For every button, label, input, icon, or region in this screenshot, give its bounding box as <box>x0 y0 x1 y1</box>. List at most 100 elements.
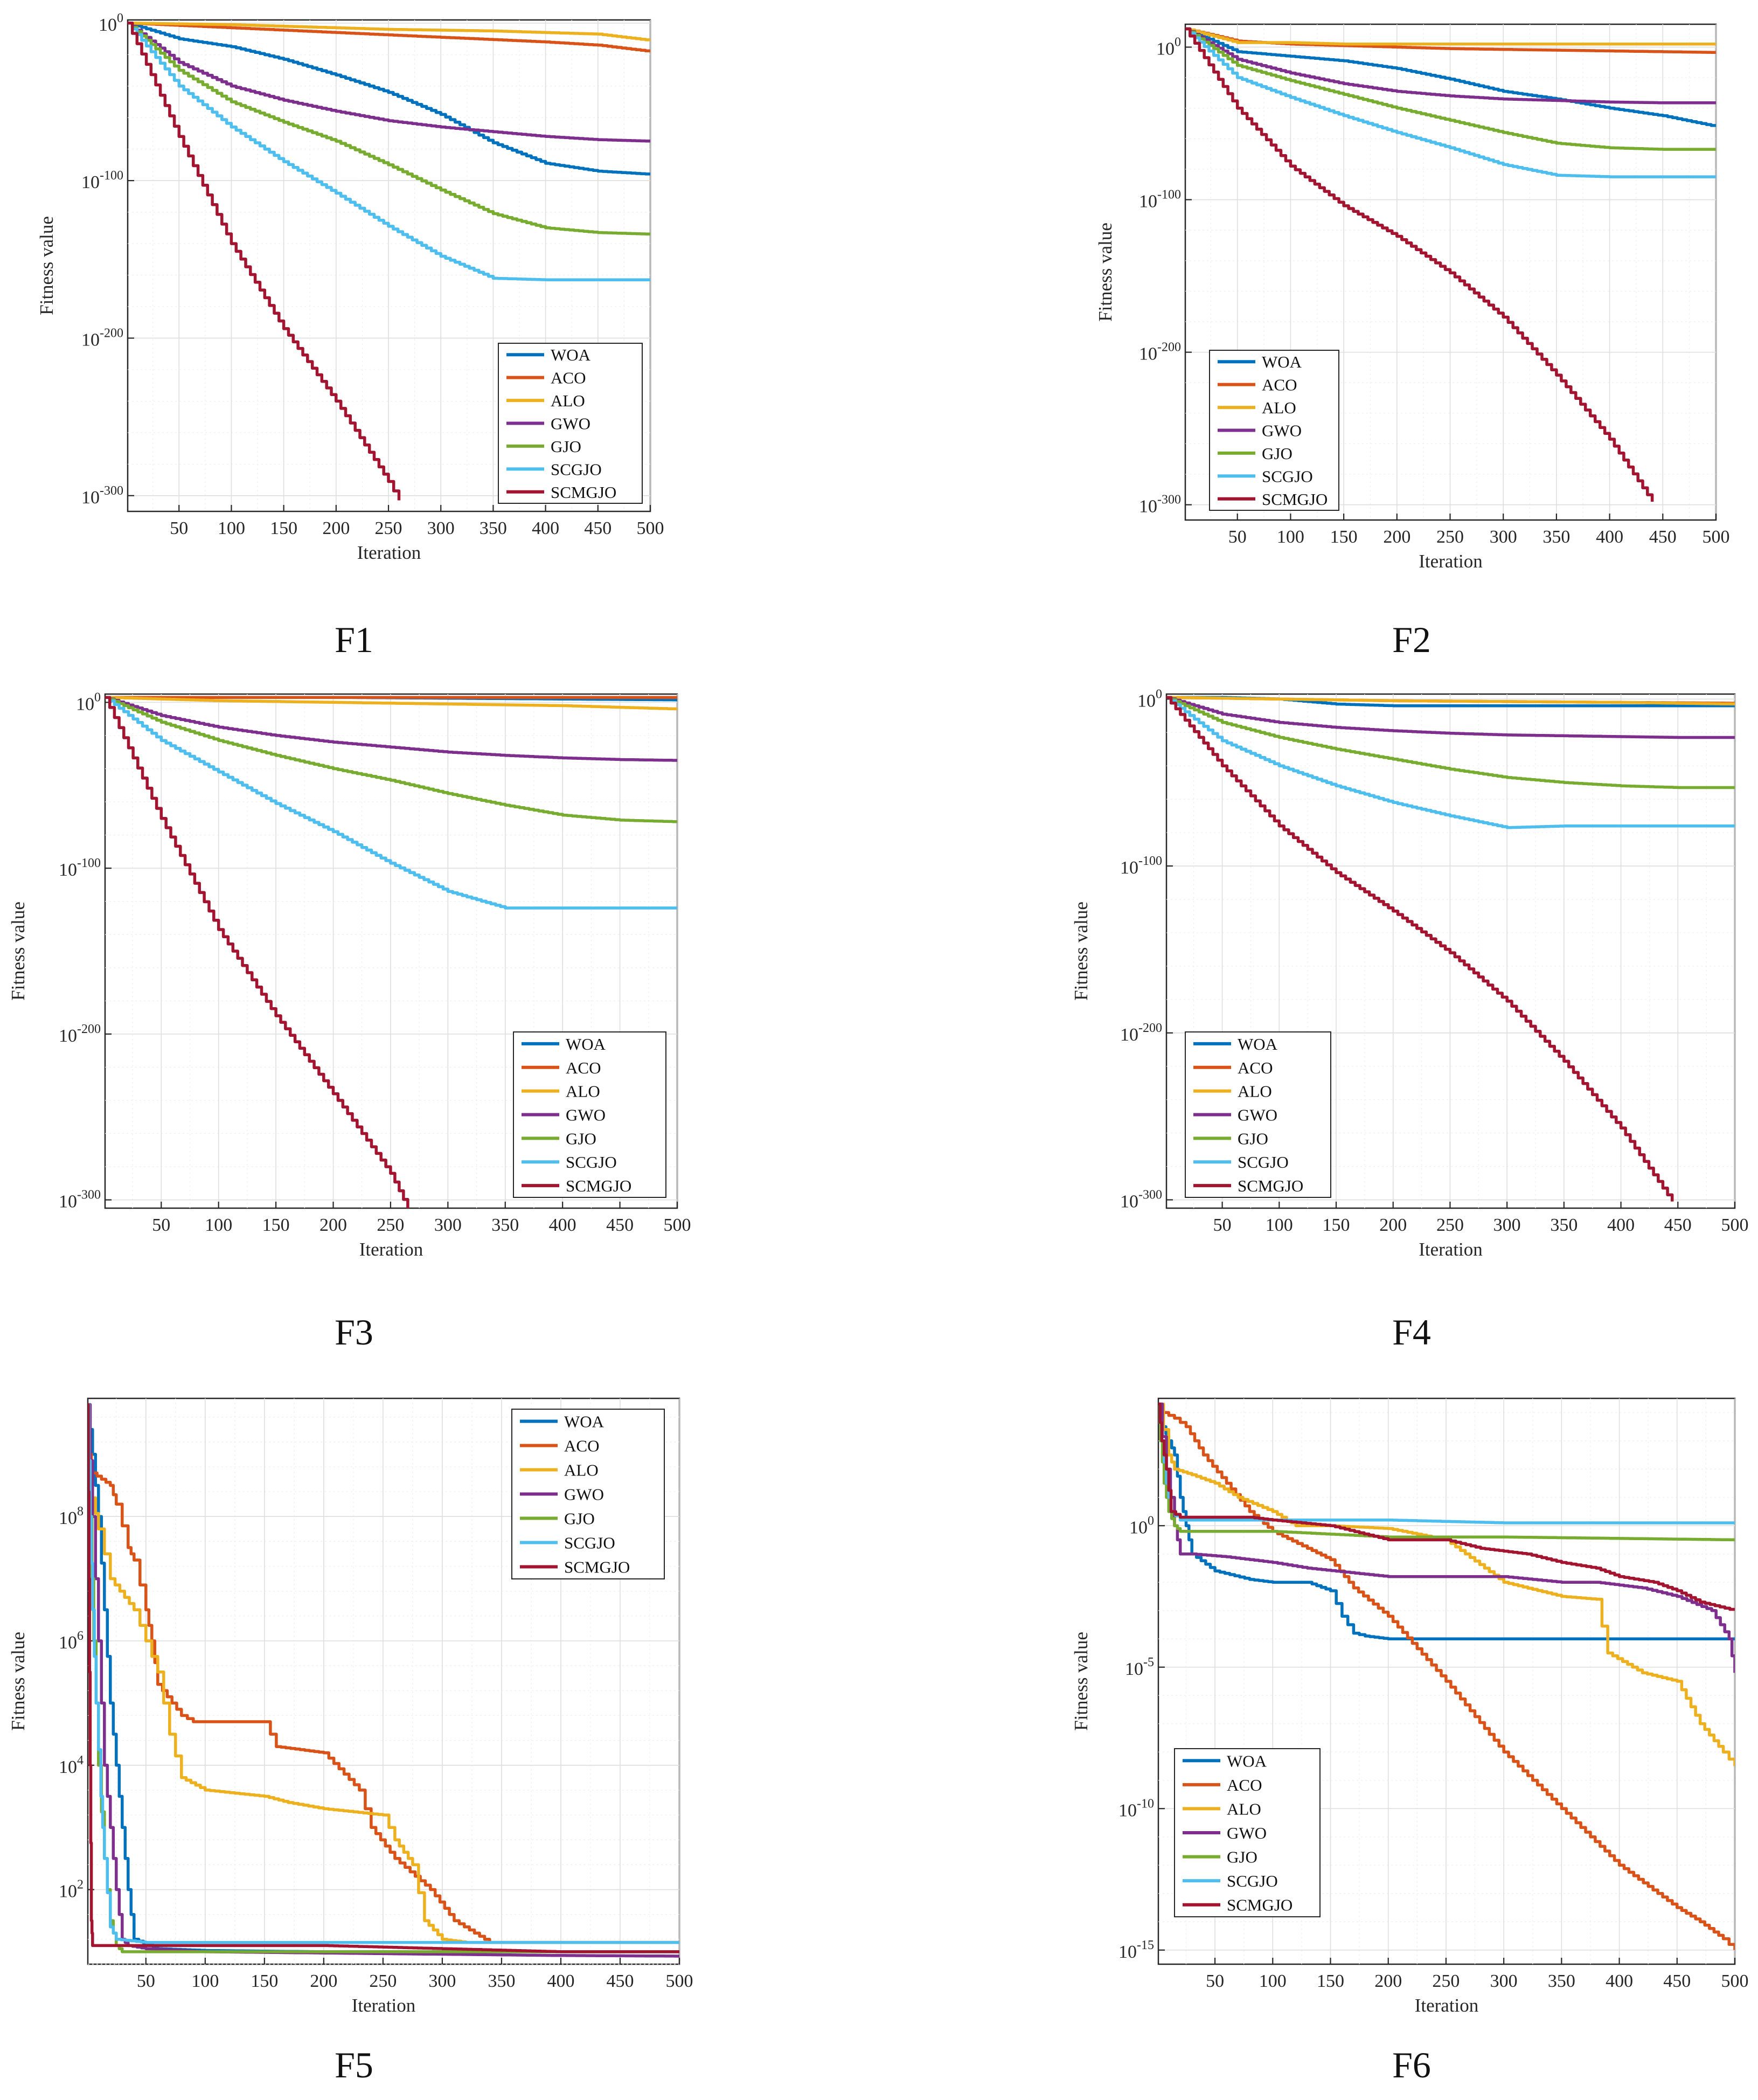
series-lines <box>1158 1402 1735 1950</box>
x-tick-label: 100 <box>1277 527 1304 547</box>
y-tick-label: 10-200 <box>59 1022 101 1046</box>
x-tick-label: 450 <box>1664 1215 1692 1235</box>
panel-caption: F6 <box>1392 2044 1431 2085</box>
legend-entry-gwo: GWO <box>1238 1106 1277 1125</box>
x-axis-label: Iteration <box>352 1995 416 2016</box>
y-tick-label: 10-15 <box>1118 1938 1154 1962</box>
y-tick-label: 104 <box>59 1754 84 1777</box>
x-tick-label: 200 <box>1379 1215 1407 1235</box>
series-line-gjo <box>1158 1402 1735 1542</box>
panel-caption: F2 <box>1392 619 1431 660</box>
y-tick-label: 10-100 <box>81 169 123 192</box>
y-tick-label: 10-200 <box>1120 1021 1162 1045</box>
panel-caption: F1 <box>335 619 373 660</box>
series-line-gjo <box>1166 696 1735 789</box>
y-axis-label: Fitness value <box>1095 223 1116 322</box>
series-line-scmgjo <box>1185 27 1654 502</box>
chart-panel-f2: 50 100 150 200 250 300 350 400 450 500 100 10-100 10… <box>1095 23 1730 660</box>
legend-entry-alo: ALO <box>566 1082 600 1101</box>
x-tick-label: 150 <box>1330 527 1358 547</box>
series-lines <box>88 1403 679 1958</box>
legend: WOA ACO ALO GWO GJO SCGJO SCMGJO <box>1174 1748 1321 1917</box>
series-line-alo <box>128 22 650 41</box>
y-tick-label: 102 <box>59 1878 84 1902</box>
series-line-woa <box>1185 27 1716 127</box>
legend-entry-alo: ALO <box>551 391 585 410</box>
x-tick-label: 150 <box>1323 1215 1350 1235</box>
x-tick-label: 100 <box>205 1215 232 1235</box>
x-tick-label: 400 <box>1596 527 1623 547</box>
legend-entry-woa: WOA <box>564 1412 604 1431</box>
x-tick-label: 500 <box>637 518 664 538</box>
x-tick-label: 100 <box>1259 1971 1287 1991</box>
x-tick-label: 350 <box>480 518 507 538</box>
series-lines <box>1185 27 1716 502</box>
legend: WOA ACO ALO GWO GJO SCGJO SCMGJO <box>511 1409 665 1579</box>
legend-entry-gwo: GWO <box>564 1485 604 1504</box>
legend-entry-scgjo: SCGJO <box>1238 1153 1289 1172</box>
x-tick-label: 50 <box>152 1215 170 1235</box>
series-lines <box>128 22 650 501</box>
x-tick-label: 50 <box>1228 527 1247 547</box>
legend-entry-alo: ALO <box>1227 1799 1261 1818</box>
series-line-gwo <box>88 1403 679 1958</box>
series-line-woa <box>128 22 650 176</box>
y-tick-label: 100 <box>1137 687 1162 711</box>
x-tick-label: 500 <box>1721 1971 1749 1991</box>
legend-entry-aco: ACO <box>1262 376 1297 394</box>
legend-entry-gjo: GJO <box>551 437 581 456</box>
x-tick-label: 400 <box>1606 1971 1633 1991</box>
series-line-aco <box>1158 1402 1735 1950</box>
legend-entry-gjo: GJO <box>566 1129 596 1148</box>
x-tick-label: 250 <box>375 518 402 538</box>
legend-entry-aco: ACO <box>1238 1058 1273 1077</box>
series-lines <box>105 696 677 1208</box>
x-tick-label: 250 <box>1432 1971 1460 1991</box>
x-tick-label: 500 <box>666 1971 693 1991</box>
x-tick-label: 350 <box>488 1971 515 1991</box>
y-tick-label: 10-10 <box>1118 1797 1154 1820</box>
x-tick-label: 500 <box>1703 527 1730 547</box>
x-tick-label: 100 <box>218 518 245 538</box>
series-line-gjo <box>128 22 650 236</box>
y-axis-label: Fitness value <box>36 216 57 315</box>
legend-entry-scmgjo: SCMGJO <box>564 1558 630 1577</box>
x-tick-label: 450 <box>584 518 612 538</box>
series-line-gwo <box>1185 27 1716 105</box>
y-tick-label: 10-300 <box>59 1188 101 1212</box>
legend-entry-woa: WOA <box>1262 352 1302 371</box>
x-tick-label: 50 <box>170 518 188 538</box>
x-tick-label: 250 <box>369 1971 397 1991</box>
y-tick-label: 10-100 <box>59 856 101 880</box>
legend: WOA ACO ALO GWO GJO SCGJO SCMGJO <box>498 343 643 504</box>
x-tick-label: 350 <box>1550 1215 1578 1235</box>
legend-entry-scgjo: SCGJO <box>1227 1872 1278 1890</box>
series-line-scgjo <box>1166 696 1735 829</box>
x-axis-label: Iteration <box>1419 551 1483 572</box>
legend-entry-gwo: GWO <box>566 1106 606 1125</box>
legend-entry-gwo: GWO <box>1227 1824 1267 1842</box>
x-tick-label: 300 <box>1493 1215 1521 1235</box>
x-tick-label: 350 <box>1548 1971 1575 1991</box>
legend-entry-gwo: GWO <box>551 414 590 433</box>
series-line-scgjo <box>88 1403 679 1944</box>
series-line-scgjo <box>1185 27 1716 178</box>
legend-entry-woa: WOA <box>551 345 591 364</box>
x-axis-label: Iteration <box>357 542 421 563</box>
legend-entry-scgjo: SCGJO <box>564 1534 615 1553</box>
y-axis-label: Fitness value <box>8 902 29 1001</box>
legend-entry-aco: ACO <box>566 1058 601 1077</box>
y-tick-label: 106 <box>59 1629 84 1653</box>
x-tick-label: 200 <box>319 1215 347 1235</box>
panel-caption: F5 <box>335 2044 373 2085</box>
series-line-alo <box>1185 27 1716 46</box>
legend-entry-woa: WOA <box>1227 1751 1267 1770</box>
y-tick-label: 10-300 <box>1139 493 1181 517</box>
x-tick-label: 250 <box>1436 527 1464 547</box>
legend-entry-scmgjo: SCMGJO <box>1227 1896 1293 1915</box>
series-line-scmgjo <box>128 22 401 501</box>
series-lines <box>1166 696 1735 1202</box>
legend-entry-alo: ALO <box>1238 1082 1272 1101</box>
legend-entry-woa: WOA <box>1238 1035 1278 1054</box>
